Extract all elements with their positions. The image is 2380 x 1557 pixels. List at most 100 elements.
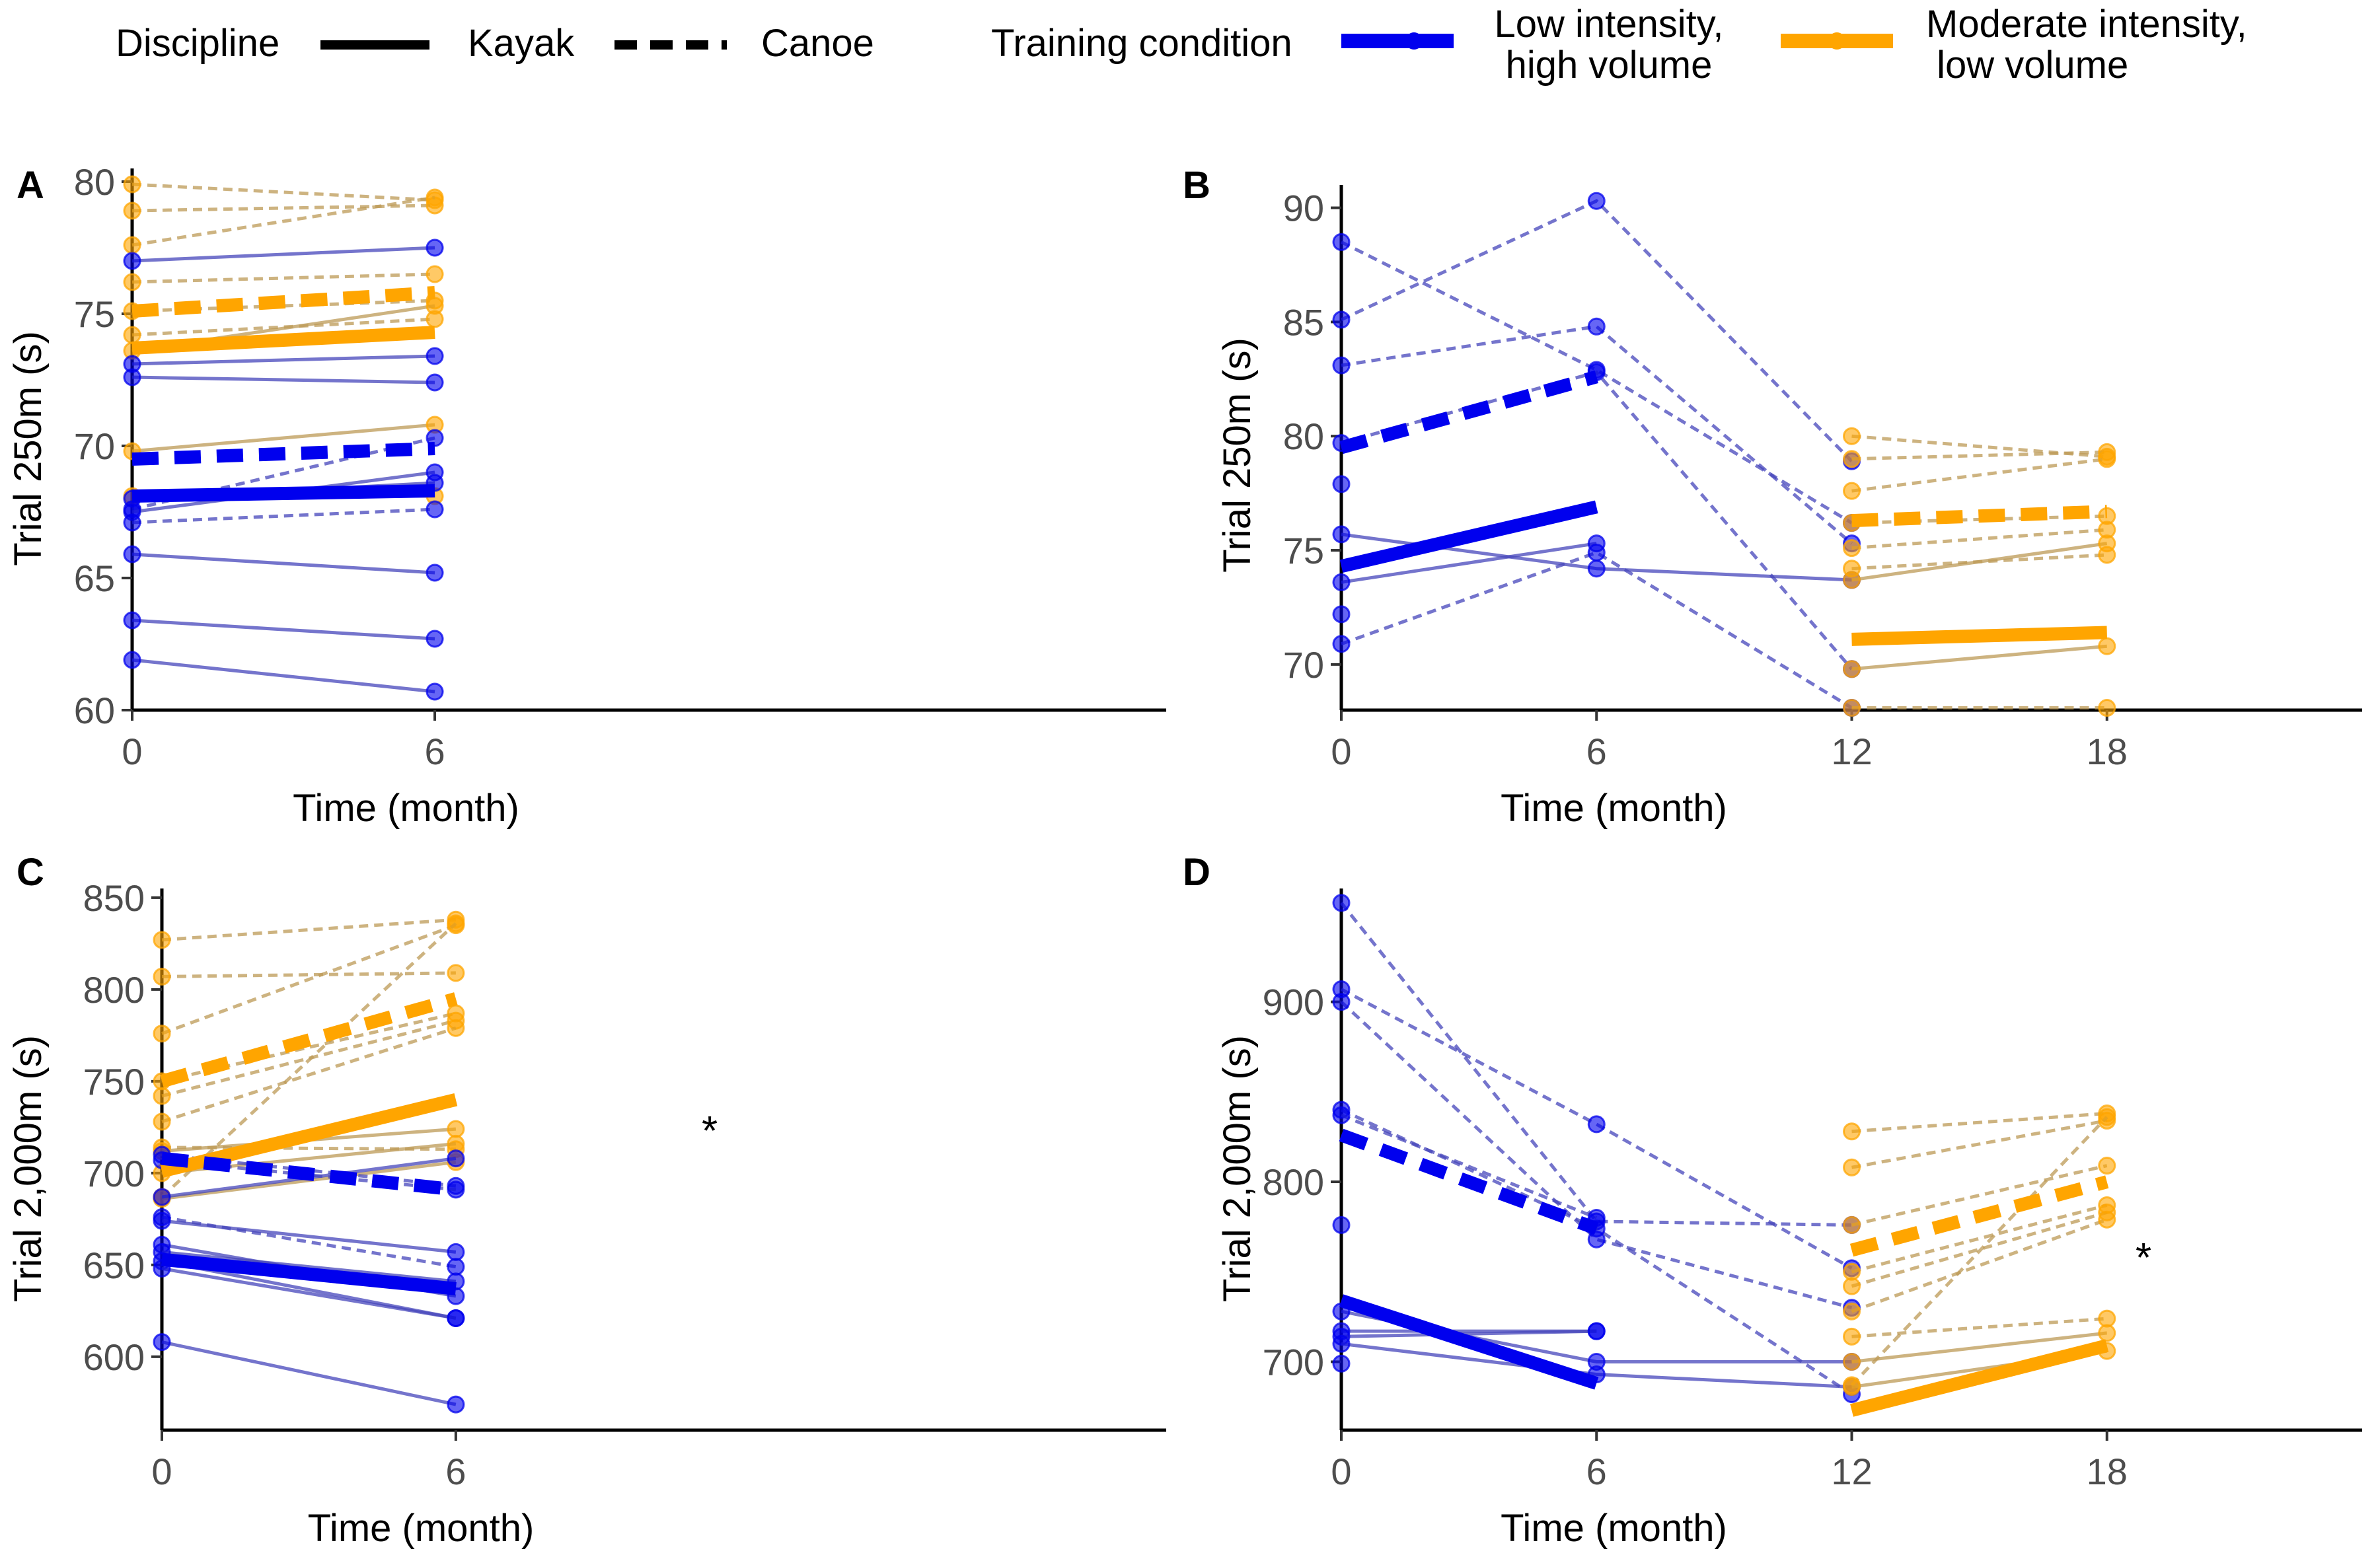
individual-line-low-canoe [131,507,435,525]
individual-line-moderate-canoe [161,922,457,1198]
individual-line-moderate-canoe [131,317,435,337]
data-point-moderate [1843,1302,1861,1321]
data-point-low [426,500,444,519]
y-tick-label: 80 [74,161,115,203]
data-point-moderate [1843,1122,1861,1141]
x-tick-label: 6 [1586,1451,1607,1492]
individual-line-moderate-canoe [161,923,457,1035]
data-point-low [426,630,444,648]
individual-line-moderate-canoe [161,1019,457,1098]
data-point-low [1332,1106,1351,1124]
data-point-moderate [2098,450,2116,468]
y-tick-label: 85 [1283,301,1324,343]
legend: Discipline Kayak Canoe Training conditio… [116,3,2247,87]
mean-line-moderate-canoe [160,992,458,1088]
x-tick-label: 6 [445,1451,466,1492]
individual-line-moderate-kayak [1851,644,2107,671]
data-point-moderate [1843,450,1861,468]
legend-moderate-label-line1: Moderate intensity, [1926,3,2247,46]
data-point-low [153,1212,171,1230]
individual-line-moderate-canoe [1851,450,2107,461]
data-point-moderate [123,236,141,254]
data-point-low [447,1149,465,1168]
data-point-low [153,1333,171,1352]
individual-line-low-kayak [1341,1329,1597,1338]
data-point-moderate [447,964,465,982]
y-axis-title: Trial 2,000m (s) [1216,1035,1259,1302]
panel-a: 60 65 70 75 80 0 6 Time (month) Trial 250m (s) A [7,161,1166,830]
panel-b: 70 75 80 85 90 0 6 12 18 Time (month) Trial 250m (… [1183,164,2362,830]
x-tick-label: 18 [2087,731,2128,772]
data-point-low [123,651,141,669]
legend-moderate-label-line2: low volume [1926,44,2128,87]
individual-line-low-kayak [161,1250,457,1284]
individual-line-moderate-canoe [131,182,435,202]
y-tick-label: 800 [1263,1161,1324,1203]
data-point-moderate [1843,1158,1861,1177]
individual-line-moderate-canoe [1851,457,2108,493]
individual-line-low-kayak [131,354,435,366]
data-point-moderate [447,1120,465,1138]
data-point-moderate [1843,571,1861,589]
legend-kayak-label: Kayak [468,22,575,65]
y-tick-label: 650 [83,1245,145,1286]
data-point-low [426,563,444,582]
data-point-low [1587,317,1606,336]
individual-line-moderate-canoe [1851,528,2107,550]
y-tick-label: 65 [74,558,115,599]
x-tick-label: 0 [1331,731,1351,772]
data-point-low [1332,1354,1351,1373]
y-tick-label: 75 [74,293,115,335]
data-point-low [1332,310,1351,329]
individual-line-moderate-canoe [1851,1118,2108,1169]
x-axis-title: Time (month) [1501,1507,1727,1550]
y-axis-title: Trial 250m (s) [7,331,50,566]
y-tick-label: 60 [74,690,115,731]
individual-line-moderate-canoe [1851,1112,2107,1134]
mean-line-low-canoe [1339,370,1598,454]
mean-line-moderate-canoe [1851,505,2108,528]
data-point-moderate [153,1112,171,1131]
individual-line-moderate-kayak [131,423,435,453]
legend-low-marker [1405,32,1423,50]
data-point-low [447,1180,465,1199]
data-point-moderate [123,273,141,291]
significance-marker: * [2136,1235,2151,1281]
data-point-low [1332,573,1351,591]
data-point-low [1332,525,1351,544]
individual-line-moderate-kayak [1851,542,2108,582]
data-point-moderate [2098,1108,2116,1126]
mean-line-low-kayak [131,484,435,503]
individual-line-moderate-canoe [1851,1317,2107,1338]
mean-line-low-canoe [131,442,435,466]
data-point-low [1587,544,1606,561]
y-tick-label: 90 [1283,188,1324,229]
data-point-low [1332,233,1351,251]
data-point-low [1332,605,1351,624]
mean-line-low-canoe [161,1151,457,1196]
data-point-low [1332,894,1351,912]
data-point-low [426,347,444,365]
individual-line-moderate-canoe [1851,1164,2108,1227]
individual-line-low-kayak [131,658,435,694]
data-point-low [1332,356,1351,375]
data-point-moderate [2098,1324,2116,1342]
y-tick-label: 70 [1283,644,1324,686]
panel-c: 600 650 700 750 800 850 0 6 Time (month) Trial 2,… [7,851,1166,1550]
individual-line-moderate-canoe [1850,1116,2108,1387]
data-point-moderate [1843,1327,1861,1346]
data-point-moderate [153,1087,171,1105]
data-point-low [426,373,444,392]
individual-line-low-kayak [131,375,435,384]
x-axis-title: Time (month) [293,787,519,830]
y-tick-label: 900 [1263,982,1324,1023]
y-tick-label: 75 [1283,530,1324,571]
data-point-moderate [426,188,444,207]
data-point-moderate [426,297,444,315]
data-point-moderate [1843,482,1861,500]
data-point-moderate [447,914,465,933]
individual-line-low-kayak [161,1219,457,1254]
mean-line-low-kayak [1339,1294,1599,1390]
x-tick-label: 0 [1331,1451,1351,1492]
y-tick-label: 750 [83,1061,145,1103]
